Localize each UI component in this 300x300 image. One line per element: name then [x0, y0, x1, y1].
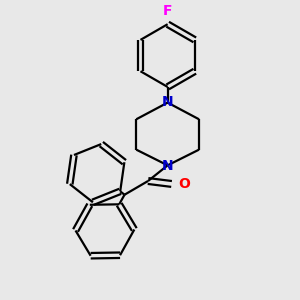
Text: N: N	[162, 159, 173, 173]
Text: F: F	[163, 4, 172, 18]
Text: O: O	[178, 177, 190, 191]
Text: N: N	[162, 94, 173, 109]
